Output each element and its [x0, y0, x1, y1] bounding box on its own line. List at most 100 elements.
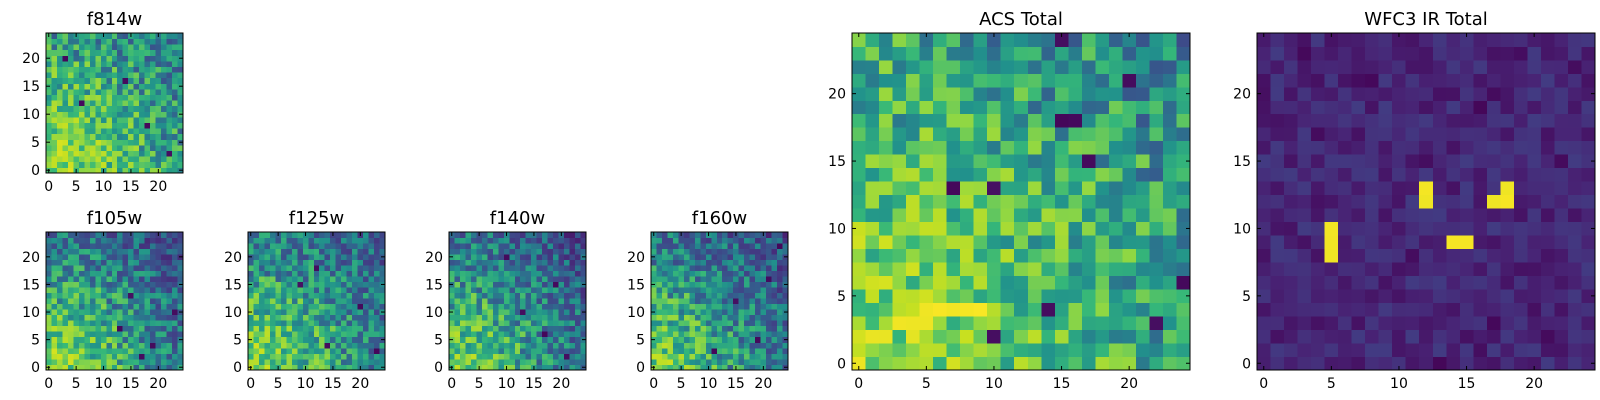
heatmap-cell [73, 150, 80, 157]
heatmap-cell [1405, 316, 1420, 330]
heatmap-cell [133, 347, 140, 354]
heatmap-cell [919, 167, 934, 182]
heatmap-cell [1027, 275, 1042, 290]
heatmap-cell [46, 77, 52, 84]
heatmap-cell [465, 276, 472, 283]
heatmap-cell [1270, 33, 1285, 47]
heatmap-cell [1378, 316, 1393, 330]
heatmap-cell [1014, 316, 1029, 330]
x-tick-label: 0 [447, 376, 456, 392]
heatmap-cell [575, 320, 581, 327]
heatmap-cell [150, 298, 156, 305]
heatmap-cell [122, 145, 129, 151]
heatmap-cell [161, 61, 167, 67]
heatmap-cell [67, 61, 74, 67]
heatmap-cell [269, 232, 276, 238]
heatmap-cell [51, 303, 58, 310]
heatmap-cell [509, 325, 516, 332]
heatmap-cell [1486, 100, 1501, 115]
heatmap-cell [139, 145, 145, 151]
heatmap-cell [106, 243, 113, 249]
heatmap-cell [1378, 33, 1393, 47]
heatmap-cell [46, 320, 52, 327]
heatmap-cell [1297, 194, 1312, 209]
heatmap-cell [62, 49, 69, 56]
heatmap-cell [51, 364, 58, 371]
heatmap-cell [1081, 127, 1096, 142]
heatmap-cell [1446, 154, 1461, 169]
heatmap-cell [1149, 356, 1164, 371]
heatmap-cell [1324, 356, 1339, 371]
heatmap-cell [1338, 127, 1352, 142]
heatmap-cell [1270, 46, 1285, 61]
heatmap-cell [95, 237, 102, 244]
heatmap-cell [117, 254, 124, 260]
heatmap-cell [155, 303, 162, 310]
heatmap-cell [1176, 316, 1191, 330]
heatmap-cell [319, 320, 326, 327]
heatmap-cell [172, 347, 178, 354]
heatmap-cell [514, 320, 521, 327]
heatmap-cell [89, 314, 96, 321]
heatmap-cell [1176, 73, 1191, 88]
heatmap-cell [865, 46, 880, 61]
heatmap-cell [56, 237, 63, 244]
heatmap-cell [892, 194, 907, 209]
heatmap-cell [1446, 248, 1461, 263]
heatmap-cell [465, 243, 472, 249]
heatmap-cell [1446, 343, 1461, 357]
heatmap-cell [161, 248, 167, 255]
heatmap-cell [514, 314, 521, 321]
heatmap-cell [694, 358, 701, 365]
heatmap-cell [341, 270, 347, 277]
heatmap-cell [536, 287, 543, 294]
heatmap-cell [1162, 248, 1177, 263]
heatmap-cell [454, 237, 461, 244]
heatmap-cell [330, 309, 337, 316]
heatmap-cell [291, 320, 298, 327]
heatmap-cell [454, 347, 461, 354]
heatmap-cell [172, 100, 178, 107]
heatmap-cell [1378, 113, 1393, 128]
heatmap-cell [166, 94, 173, 101]
heatmap-cell [95, 232, 102, 238]
heatmap-cell [716, 331, 723, 338]
heatmap-cell [1257, 33, 1271, 47]
heatmap-cell [1554, 343, 1569, 357]
heatmap-cell [46, 72, 52, 79]
heatmap-cell [946, 329, 961, 344]
heatmap-cell [106, 33, 113, 39]
heatmap-cell [1527, 46, 1542, 61]
heatmap-cell [1041, 100, 1056, 115]
heatmap-cell [62, 259, 69, 266]
heatmap-cell [509, 331, 516, 338]
heatmap-cell [667, 364, 674, 371]
heatmap-cell [1419, 73, 1434, 88]
heatmap-cell [368, 353, 375, 360]
heatmap-cell [1432, 302, 1447, 317]
heatmap-cell [346, 298, 353, 305]
heatmap-cell [286, 364, 293, 371]
heatmap-cell [1459, 86, 1474, 101]
heatmap-cell [1392, 302, 1407, 317]
heatmap-cell [733, 325, 740, 332]
heatmap-cell [1095, 343, 1110, 357]
heatmap-cell [95, 243, 102, 249]
heatmap-cell [89, 49, 96, 56]
x-tick-label: 0 [1259, 376, 1268, 392]
heatmap-cell [368, 298, 375, 305]
heatmap-cell [248, 314, 254, 321]
heatmap-cell [744, 309, 750, 316]
heatmap-cell [84, 55, 91, 62]
heatmap-cell [1135, 46, 1150, 61]
heatmap-cell [492, 364, 499, 371]
heatmap-cell [258, 325, 265, 332]
heatmap-cell [782, 325, 789, 332]
heatmap-cell [1095, 262, 1110, 276]
heatmap-cell [67, 270, 74, 277]
heatmap-cell [1405, 194, 1420, 209]
heatmap-cell [166, 331, 173, 338]
heatmap-cell [341, 243, 347, 249]
heatmap-cell [1486, 356, 1501, 371]
